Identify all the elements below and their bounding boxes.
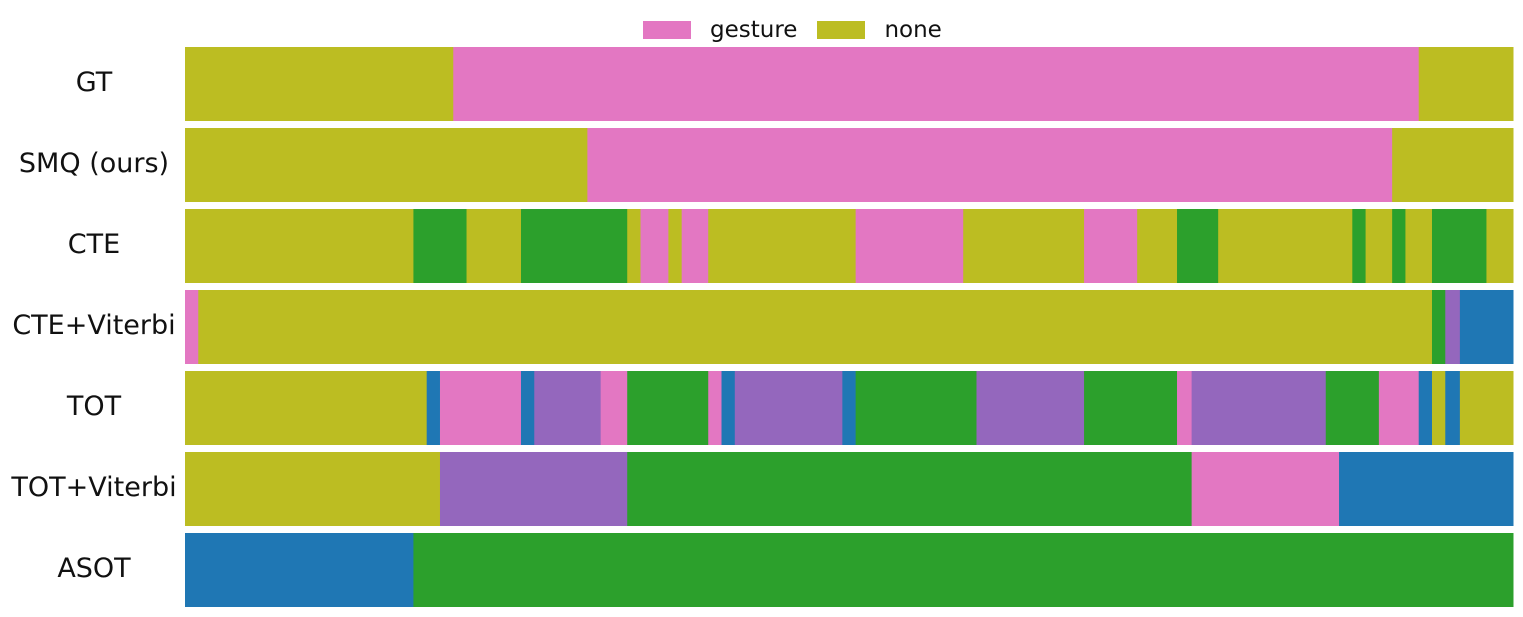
segment-4-1 — [426, 371, 441, 445]
segment-0-0 — [185, 47, 454, 121]
row-label-smq: SMQ (ours) — [18, 148, 170, 179]
segment-4-20 — [1445, 371, 1461, 445]
segment-2-20 — [1486, 209, 1514, 283]
segment-2-4 — [627, 209, 642, 283]
row-bar-1 — [185, 128, 1514, 202]
segment-4-16 — [1325, 371, 1380, 445]
row-bar-3 — [185, 290, 1514, 364]
segment-4-18 — [1418, 371, 1433, 445]
segment-4-11 — [855, 371, 977, 445]
segment-2-17 — [1392, 209, 1406, 283]
segment-4-10 — [842, 371, 857, 445]
segment-5-0 — [185, 452, 441, 526]
legend-label-none: none — [884, 17, 942, 43]
segment-2-16 — [1365, 209, 1393, 283]
segment-3-4 — [1459, 290, 1514, 364]
row-label-cte: CTE — [67, 229, 121, 260]
segment-4-5 — [600, 371, 628, 445]
segment-2-11 — [1084, 209, 1138, 283]
legend-item-gesture: gesture — [643, 16, 797, 44]
segment-4-7 — [708, 371, 723, 445]
segment-2-19 — [1431, 209, 1487, 283]
segment-0-2 — [1418, 47, 1514, 121]
segment-5-3 — [1191, 452, 1340, 526]
segment-0-1 — [453, 47, 1420, 121]
row-label-gt: GT — [75, 67, 113, 98]
segment-4-15 — [1191, 371, 1327, 445]
segment-4-14 — [1177, 371, 1193, 445]
segment-2-18 — [1405, 209, 1433, 283]
segment-1-2 — [1392, 128, 1514, 202]
segment-6-0 — [185, 533, 414, 607]
segment-4-9 — [734, 371, 843, 445]
segment-1-1 — [587, 128, 1393, 202]
segment-3-2 — [1431, 290, 1446, 364]
legend-label-gesture: gesture — [710, 17, 798, 43]
segment-2-13 — [1177, 209, 1219, 283]
segment-4-4 — [534, 371, 602, 445]
segment-2-6 — [668, 209, 683, 283]
segment-2-8 — [708, 209, 857, 283]
segment-4-6 — [627, 371, 709, 445]
segment-2-5 — [640, 209, 669, 283]
segment-3-3 — [1445, 290, 1461, 364]
legend: gesture none — [643, 16, 962, 44]
segment-1-0 — [185, 128, 588, 202]
segment-3-1 — [198, 290, 1433, 364]
segment-6-1 — [413, 533, 1514, 607]
segment-2-1 — [413, 209, 468, 283]
row-bar-6 — [185, 533, 1514, 607]
row-label-tot: TOT — [66, 391, 122, 422]
segment-4-12 — [976, 371, 1085, 445]
row-bar-4 — [185, 371, 1514, 445]
segment-5-2 — [627, 452, 1193, 526]
segment-4-8 — [721, 371, 736, 445]
segment-5-1 — [439, 452, 628, 526]
segment-3-0 — [185, 290, 199, 364]
row-label-cte-viterbi: CTE+Viterbi — [12, 310, 176, 341]
segment-4-3 — [520, 371, 535, 445]
row-label-asot: ASOT — [57, 553, 131, 584]
row-bar-0 — [185, 47, 1514, 121]
legend-item-none: none — [817, 16, 942, 44]
segment-2-12 — [1137, 209, 1178, 283]
segment-2-3 — [520, 209, 628, 283]
legend-swatch-none — [817, 21, 866, 39]
segment-4-2 — [439, 371, 522, 445]
row-label-tot-viterbi: TOT+Viterbi — [11, 472, 177, 503]
segment-4-13 — [1084, 371, 1178, 445]
segment-2-9 — [855, 209, 964, 283]
segment-5-4 — [1339, 452, 1514, 526]
segment-4-21 — [1459, 371, 1514, 445]
segment-2-0 — [185, 209, 414, 283]
segment-2-7 — [681, 209, 709, 283]
segment-2-15 — [1352, 209, 1367, 283]
legend-swatch-gesture — [643, 21, 691, 39]
segment-2-14 — [1218, 209, 1353, 283]
segment-4-17 — [1378, 371, 1420, 445]
row-bar-5 — [185, 452, 1514, 526]
segment-2-10 — [963, 209, 1085, 283]
segment-2-2 — [466, 209, 522, 283]
segment-4-0 — [185, 371, 428, 445]
row-bar-2 — [185, 209, 1514, 283]
segment-4-19 — [1431, 371, 1446, 445]
